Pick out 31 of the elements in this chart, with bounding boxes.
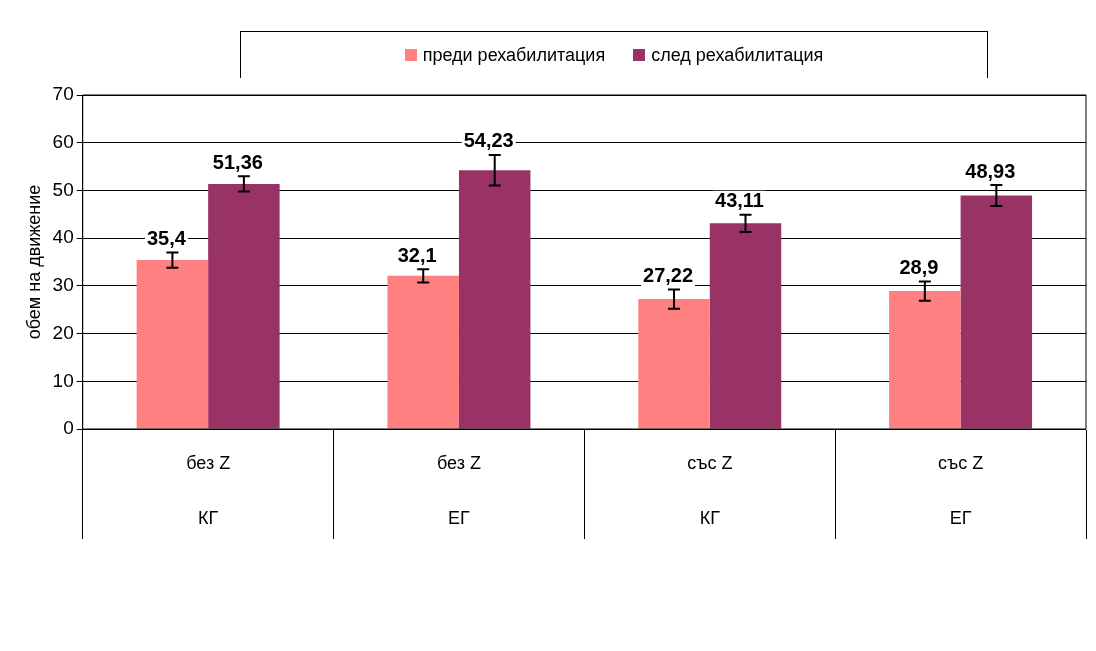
y-tick-label: 60 <box>52 130 74 152</box>
y-tick-label: 0 <box>63 417 74 439</box>
y-tick-label: 40 <box>52 226 74 248</box>
bar <box>136 260 209 429</box>
category-label: със Z ЕГ <box>937 452 984 528</box>
category-label: без Z ЕГ <box>436 452 481 528</box>
data-label: 43,11 <box>715 189 764 212</box>
data-label: 32,1 <box>397 243 437 266</box>
data-label: 27,22 <box>643 264 694 287</box>
bar <box>889 291 961 429</box>
data-label: 28,9 <box>899 256 939 279</box>
y-tick-label: 70 <box>52 83 74 105</box>
legend-label: след рехабилитация <box>651 44 824 66</box>
category-label: със Z КГ <box>687 452 733 528</box>
data-label: 35,4 <box>146 226 187 249</box>
data-label: 48,93 <box>965 159 1016 182</box>
bar <box>638 299 710 429</box>
data-label: 51,36 <box>212 150 263 173</box>
y-tick-label: 10 <box>52 369 74 391</box>
bar <box>208 183 280 429</box>
bar <box>458 170 531 429</box>
data-label: 54,23 <box>463 129 514 152</box>
bar <box>709 223 782 429</box>
y-axis-title: обем на движение <box>23 184 44 340</box>
category-label: без Z КГ <box>186 452 231 528</box>
y-tick-label: 20 <box>52 321 74 343</box>
legend-label: преди рехабилитация <box>422 44 606 66</box>
y-tick-label: 30 <box>52 274 74 296</box>
bar <box>960 195 1033 429</box>
bar <box>387 275 459 429</box>
y-tick-label: 50 <box>52 178 74 200</box>
